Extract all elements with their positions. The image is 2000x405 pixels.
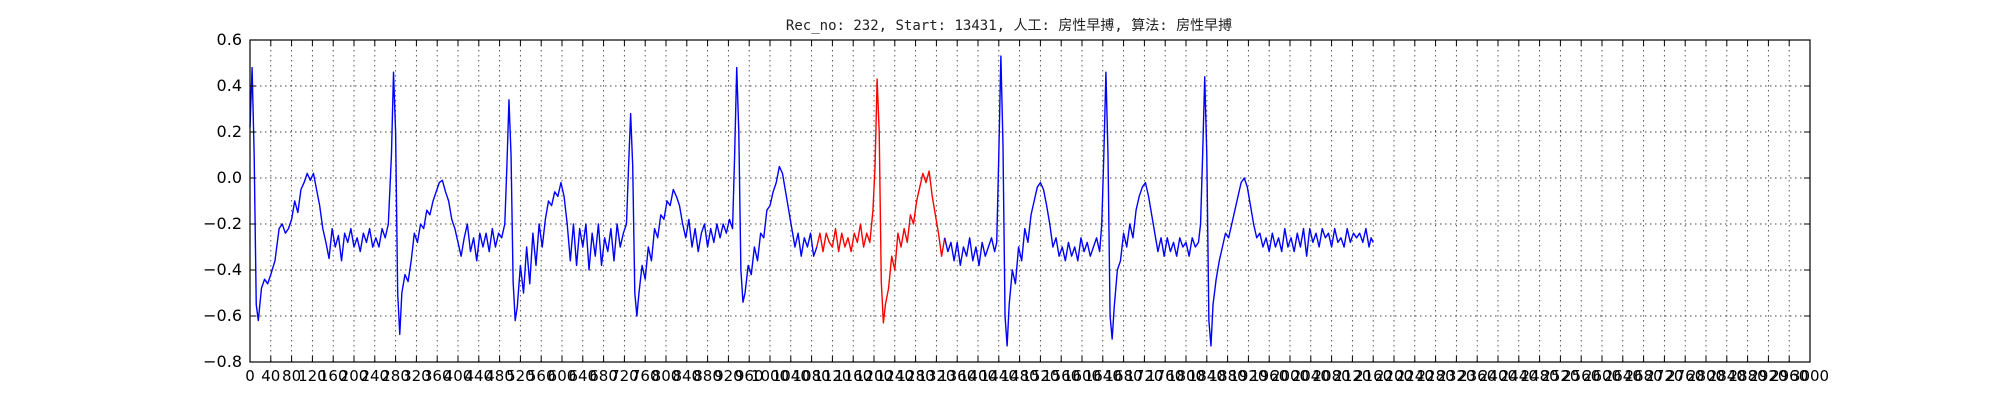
- x-tick-label: 0: [245, 367, 255, 385]
- chart-title: Rec_no: 232, Start: 13431, 人工: 房性早搏, 算法:…: [786, 17, 1232, 34]
- x-tick-label: 1800: [1167, 367, 1205, 385]
- x-tick-label: 160: [319, 367, 348, 385]
- x-tick-label: 2600: [1583, 367, 1621, 385]
- x-tick-label: 1880: [1209, 367, 1247, 385]
- x-tick-label: 960: [735, 367, 764, 385]
- x-tick-label: 2200: [1375, 367, 1413, 385]
- y-tick-label: −0.2: [203, 214, 242, 233]
- x-tick-label: 1520: [1021, 367, 1059, 385]
- x-tick-label: 1480: [1001, 367, 1039, 385]
- x-tick-label: 2160: [1354, 367, 1392, 385]
- x-tick-label: 1680: [1105, 367, 1143, 385]
- ticks: −0.8−0.6−0.4−0.20.00.20.40.60 40 801201602…: [203, 30, 1829, 385]
- x-tick-label: 1760: [1146, 367, 1184, 385]
- grid: [250, 40, 1810, 362]
- x-tick-label: 2680: [1625, 367, 1663, 385]
- x-tick-label: 3000: [1791, 367, 1829, 385]
- x-tick-label: 2880: [1729, 367, 1767, 385]
- x-tick-label: 2280: [1417, 367, 1455, 385]
- x-tick-label: 1000: [751, 367, 789, 385]
- y-tick-label: 0.2: [217, 122, 242, 141]
- x-tick-label: 1280: [897, 367, 935, 385]
- x-tick-label: 2840: [1708, 367, 1746, 385]
- x-tick-label: 720: [610, 367, 639, 385]
- y-tick-label: −0.6: [203, 306, 242, 325]
- x-tick-label: 2960: [1770, 367, 1808, 385]
- x-tick-label: 2720: [1645, 367, 1683, 385]
- x-tick-label: 40: [261, 367, 280, 385]
- x-tick-label: 560: [527, 367, 556, 385]
- x-tick-label: 760: [631, 367, 660, 385]
- x-tick-label: 2640: [1604, 367, 1642, 385]
- x-tick-label: 2040: [1292, 367, 1330, 385]
- x-tick-label: 2560: [1562, 367, 1600, 385]
- x-tick-label: 880: [693, 367, 722, 385]
- x-tick-label: 680: [589, 367, 618, 385]
- x-tick-label: 80: [282, 367, 301, 385]
- x-tick-label: 1160: [834, 367, 872, 385]
- x-tick-label: 800: [652, 367, 681, 385]
- x-tick-label: 200: [340, 367, 369, 385]
- x-tick-label: 240: [360, 367, 389, 385]
- x-tick-label: 440: [464, 367, 493, 385]
- x-tick-label: 2440: [1500, 367, 1538, 385]
- x-tick-label: 360: [423, 367, 452, 385]
- ecg-trace-0: [249, 66, 818, 336]
- x-tick-label: 2000: [1271, 367, 1309, 385]
- x-tick-label: 1960: [1250, 367, 1288, 385]
- ecg-trace-highlight-1: [816, 78, 946, 324]
- x-tick-label: 1240: [876, 367, 914, 385]
- x-tick-label: 1080: [793, 367, 831, 385]
- x-tick-label: 840: [672, 367, 701, 385]
- x-tick-label: 2480: [1521, 367, 1559, 385]
- x-tick-label: 120: [298, 367, 327, 385]
- x-tick-label: 2360: [1458, 367, 1496, 385]
- x-tick-label: 2760: [1666, 367, 1704, 385]
- y-tick-label: −0.8: [203, 352, 242, 371]
- y-tick-label: −0.4: [203, 260, 242, 279]
- x-tick-label: 400: [444, 367, 473, 385]
- x-tick-label: 2080: [1313, 367, 1351, 385]
- x-tick-label: 1200: [855, 367, 893, 385]
- x-tick-label: 2920: [1749, 367, 1787, 385]
- y-tick-label: 0.6: [217, 30, 242, 49]
- y-tick-label: 0.4: [217, 76, 242, 95]
- x-tick-label: 1920: [1229, 367, 1267, 385]
- plot-frame: [249, 39, 1811, 363]
- x-tick-label: 320: [402, 367, 431, 385]
- x-tick-label: 1640: [1084, 367, 1122, 385]
- y-tick-label: 0.0: [217, 168, 242, 187]
- x-tick-label: 1440: [980, 367, 1018, 385]
- x-tick-label: 1120: [813, 367, 851, 385]
- x-tick-label: 920: [714, 367, 743, 385]
- x-tick-label: 1320: [917, 367, 955, 385]
- x-tick-label: 1400: [959, 367, 997, 385]
- x-tick-label: 1720: [1125, 367, 1163, 385]
- x-tick-label: 1600: [1063, 367, 1101, 385]
- x-tick-label: 1560: [1042, 367, 1080, 385]
- x-tick-label: 280: [381, 367, 410, 385]
- x-tick-label: 1040: [772, 367, 810, 385]
- x-tick-label: 640: [568, 367, 597, 385]
- x-tick-label: 600: [548, 367, 577, 385]
- x-tick-label: 2400: [1479, 367, 1517, 385]
- x-tick-label: 2320: [1437, 367, 1475, 385]
- x-tick-label: 520: [506, 367, 535, 385]
- x-tick-label: 1360: [938, 367, 976, 385]
- x-tick-label: 2800: [1687, 367, 1725, 385]
- ecg-trace-2: [944, 55, 1374, 347]
- series-layer: [249, 55, 1374, 347]
- x-tick-label: 2120: [1333, 367, 1371, 385]
- x-tick-label: 480: [485, 367, 514, 385]
- x-tick-label: 1840: [1188, 367, 1226, 385]
- x-tick-label: 2520: [1541, 367, 1579, 385]
- x-tick-label: 2240: [1396, 367, 1434, 385]
